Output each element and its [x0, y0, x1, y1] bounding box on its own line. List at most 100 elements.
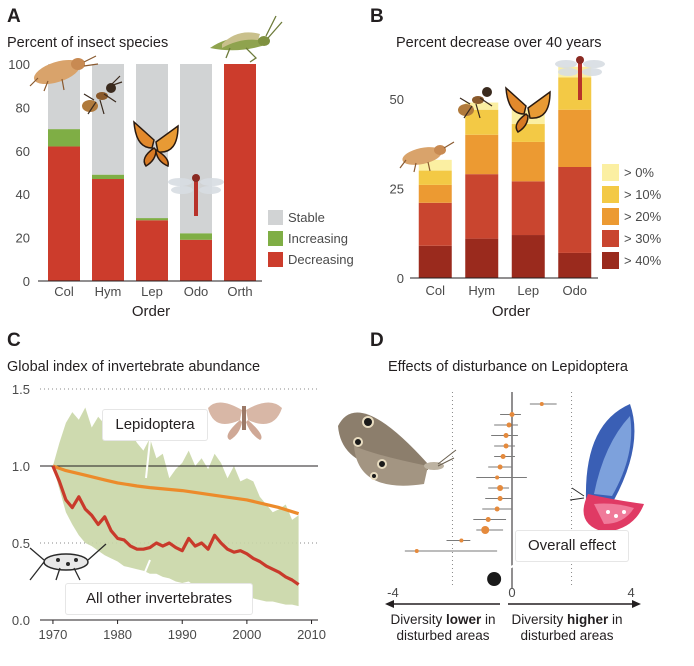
effect-point — [509, 412, 515, 417]
panel-a-legend: Stable Increasing Decreasing — [262, 200, 370, 278]
legend-swatch — [602, 208, 619, 225]
bar-segment — [418, 184, 452, 203]
x-tick-label: Col — [425, 283, 445, 298]
arrow-left-bold: lower — [445, 612, 482, 627]
legend-swatch — [602, 186, 619, 203]
x-tick-label: Col — [54, 284, 74, 299]
arrow-right-head — [632, 600, 641, 608]
y-tick-label: 1.5 — [12, 382, 30, 397]
bar-decreasing — [136, 220, 168, 281]
other-invertebrates-label: All other invertebrates — [86, 590, 232, 607]
panel-a: A Percent of insect species 0 20 40 60 80 100… — [7, 6, 370, 320]
effect-point — [495, 475, 500, 480]
y-tick-label: 80 — [16, 100, 30, 115]
bar-segment — [511, 181, 545, 236]
arrow-right-post: in — [608, 612, 623, 627]
y-tick-label: 1.0 — [12, 459, 30, 474]
ant-icon — [458, 87, 493, 119]
x-tick-label: Orth — [227, 284, 252, 299]
panel-c-title: Global index of invertebrate abundance — [7, 359, 260, 375]
legend-label: > 10% — [624, 187, 662, 202]
panel-a-title: Percent of insect species — [7, 35, 168, 51]
arrow-right-bold: higher — [566, 612, 609, 627]
butterfly-monarch-icon — [505, 86, 551, 133]
effect-point — [500, 454, 506, 459]
arrow-left-post: in — [481, 612, 496, 627]
legend-swatch — [602, 164, 619, 181]
bar-segment — [558, 167, 592, 253]
legend-label: > 40% — [624, 253, 662, 268]
panel-d-plot: -4 0 4 — [385, 392, 641, 608]
series-line-lepidoptera — [52, 464, 300, 516]
x-tick-label: Odo — [184, 284, 209, 299]
panel-b-title: Percent decrease over 40 years — [396, 35, 602, 51]
bar-decreasing — [180, 239, 212, 281]
bar-decreasing — [48, 146, 80, 281]
legend-label: Stable — [288, 210, 325, 225]
y-tick-label: 40 — [16, 187, 30, 202]
panel-b-letter: B — [370, 6, 384, 27]
x-tick-label: Lep — [141, 284, 163, 299]
y-tick-label: 0.0 — [12, 613, 30, 628]
bar-stable — [92, 64, 124, 175]
bar-decreasing — [92, 179, 124, 281]
x-tick-label: 4 — [627, 585, 634, 600]
effect-point — [459, 538, 464, 543]
y-tick-label: 20 — [16, 231, 30, 246]
bar-segment — [418, 245, 452, 278]
panel-a-plot: 0 20 40 60 80 100 Col Hym Lep Odo Orth — [8, 57, 262, 299]
bar-segment — [418, 170, 452, 185]
legend-label: > 0% — [624, 165, 654, 180]
bar-segment — [465, 238, 499, 278]
x-tick-label: 1970 — [38, 627, 67, 642]
legend-swatch — [602, 252, 619, 269]
bar-segment — [465, 174, 499, 239]
panel-c-plot: 0.0 0.5 1.0 1.5 1970 1980 1990 2000 2010 — [12, 382, 326, 642]
x-tick-label: 0 — [508, 585, 515, 600]
panel-b: B Percent decrease over 40 years 0 25 50 Co… — [370, 6, 679, 320]
x-tick-label: 1990 — [168, 627, 197, 642]
bar-segment — [511, 235, 545, 278]
x-tick-label: Lep — [517, 283, 539, 298]
arrow-right-pre: Diversity — [511, 612, 567, 627]
x-tick-label: Hym — [95, 284, 122, 299]
panel-c: C Global index of invertebrate abundance… — [7, 330, 326, 642]
bar-increasing — [92, 174, 124, 180]
bar-increasing — [48, 129, 80, 147]
effect-point — [497, 464, 503, 470]
legend-swatch — [602, 230, 619, 247]
arrow-left-line2: disturbed areas — [396, 628, 490, 643]
panel-d-arrow-right-text: Diversity higher in disturbed areas — [504, 612, 630, 644]
confidence-band — [52, 407, 299, 607]
callout-pointer — [145, 439, 151, 479]
bar-increasing — [180, 233, 212, 240]
arrow-left-head — [385, 600, 394, 608]
bar-increasing — [136, 218, 168, 221]
butterfly-monarch-icon — [133, 120, 179, 168]
bar-segment — [418, 202, 452, 246]
callout-pointer — [502, 559, 521, 575]
panel-d-title: Effects of disturbance on Lepidoptera — [388, 359, 629, 375]
bar-decreasing — [224, 64, 256, 281]
effect-point — [414, 549, 419, 553]
effect-point — [539, 402, 544, 406]
grasshopper-icon — [210, 15, 283, 63]
x-tick-label: Hym — [468, 283, 495, 298]
y-tick-label: 100 — [8, 57, 30, 72]
legend-swatch — [268, 210, 283, 225]
panel-c-callout-lepidoptera: Lepidoptera — [103, 410, 207, 440]
panel-a-letter: A — [7, 6, 21, 27]
y-tick-label: 50 — [390, 92, 404, 107]
arrow-right-line2: disturbed areas — [520, 628, 614, 643]
panel-a-xlabel: Order — [132, 303, 170, 320]
effect-point — [503, 433, 509, 438]
bar-segment — [558, 252, 592, 278]
bar-segment — [511, 141, 545, 182]
legend-label: > 30% — [624, 231, 662, 246]
x-tick-label: Odo — [562, 283, 587, 298]
series-line-other-invertebrates — [51, 465, 300, 586]
effect-point — [481, 526, 490, 534]
panel-d-letter: D — [370, 330, 384, 351]
effect-point — [503, 443, 509, 449]
legend-label: Increasing — [288, 231, 348, 246]
